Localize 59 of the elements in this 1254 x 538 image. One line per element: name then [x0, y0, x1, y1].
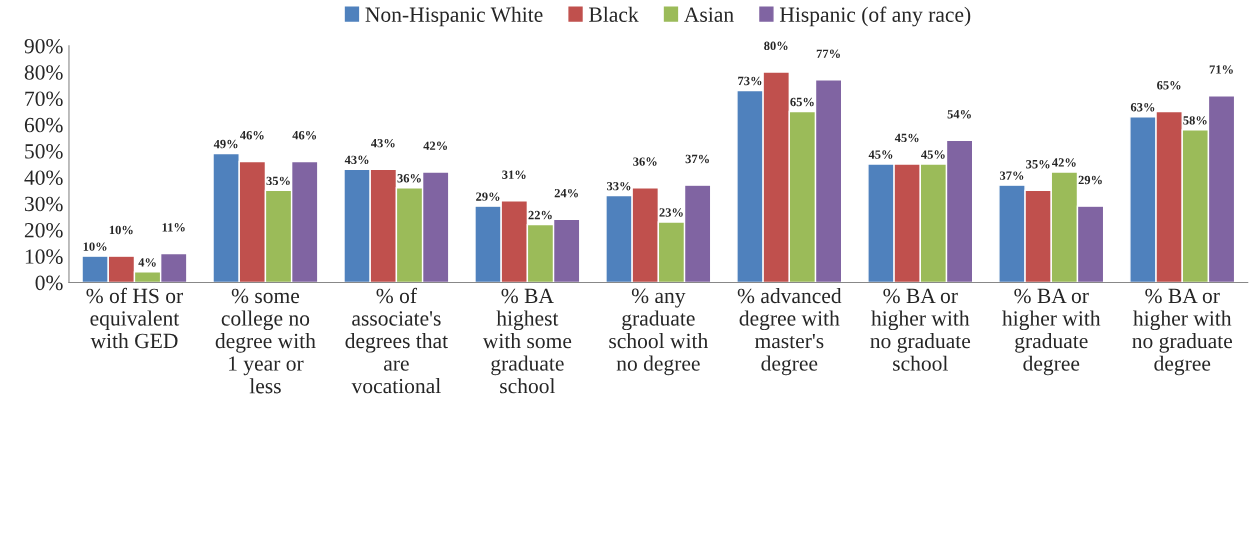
data-label: 71%: [1209, 65, 1233, 74]
data-label: 10%: [109, 225, 133, 235]
x-tick-label: % some college no degree with 1 year or less: [215, 288, 316, 394]
data-label: 46%: [292, 131, 317, 140]
y-tick-label: 30%: [24, 196, 63, 212]
data-label: 11%: [162, 223, 185, 232]
data-label: 31%: [502, 170, 526, 179]
y-tick-label: 20%: [24, 223, 63, 238]
y-tick-label: 50%: [25, 144, 63, 159]
data-label: 23%: [659, 208, 683, 217]
data-label: 35%: [266, 176, 290, 186]
y-tick-label: 40%: [24, 170, 63, 185]
y-tick-label: 60%: [24, 117, 63, 133]
data-label: 42%: [423, 141, 448, 151]
x-tick-label: % advanced degree with master's degree: [737, 288, 842, 376]
legend-label: Non-Hispanic White: [365, 6, 543, 27]
data-label: 36%: [633, 157, 657, 166]
data-label: 43%: [344, 155, 369, 165]
data-label: 29%: [1078, 175, 1102, 185]
data-label: 35%: [1026, 159, 1050, 169]
data-label: 45%: [921, 150, 945, 159]
y-tick-label: 70%: [25, 91, 63, 107]
data-label: 37%: [999, 171, 1024, 180]
data-label: 36%: [397, 174, 421, 183]
data-label: 10%: [83, 242, 107, 251]
x-tick-label: % any graduate school with no degree: [609, 288, 708, 376]
data-label: 80%: [764, 41, 788, 51]
data-label: 49%: [213, 139, 238, 149]
data-label: 63%: [1130, 102, 1155, 112]
x-tick-label: % BA or higher with no graduate school: [870, 288, 971, 371]
x-tick-label: % of associate's degrees that are vocational: [345, 287, 448, 394]
legend-label: Hispanic (of any race): [779, 6, 971, 27]
x-tick-label: % BA or higher with no graduate degree: [1132, 288, 1232, 376]
x-tick-label: % BA highest with some graduate school: [482, 288, 572, 394]
data-label: 43%: [370, 138, 395, 148]
data-label: 54%: [947, 110, 971, 119]
data-label: 24%: [554, 188, 578, 198]
data-label: 33%: [607, 181, 631, 191]
y-tick-label: 80%: [24, 65, 63, 80]
data-label: 29%: [476, 192, 500, 201]
x-tick-label: % of HS or equivalent with GED: [86, 287, 183, 349]
data-label: 46%: [240, 131, 264, 140]
data-label: 4%: [138, 258, 156, 267]
data-label: 58%: [1183, 116, 1207, 125]
data-label: 37%: [685, 154, 709, 164]
legend-label: Black: [589, 6, 639, 22]
legend-label: Asian: [684, 7, 734, 22]
data-label: 65%: [1157, 81, 1181, 90]
data-label: 77%: [816, 49, 840, 58]
y-tick-label: 10%: [25, 249, 63, 264]
y-tick-label: 90%: [24, 38, 63, 54]
data-label: 22%: [528, 210, 552, 220]
data-label: 65%: [790, 97, 814, 107]
x-tick-label: % BA or higher with graduate degree: [1002, 288, 1101, 376]
data-label: 42%: [1052, 158, 1076, 167]
data-label: 73%: [738, 76, 762, 86]
y-tick-label: 0%: [35, 275, 63, 291]
data-label: 45%: [894, 133, 919, 143]
data-label: 45%: [868, 150, 893, 159]
